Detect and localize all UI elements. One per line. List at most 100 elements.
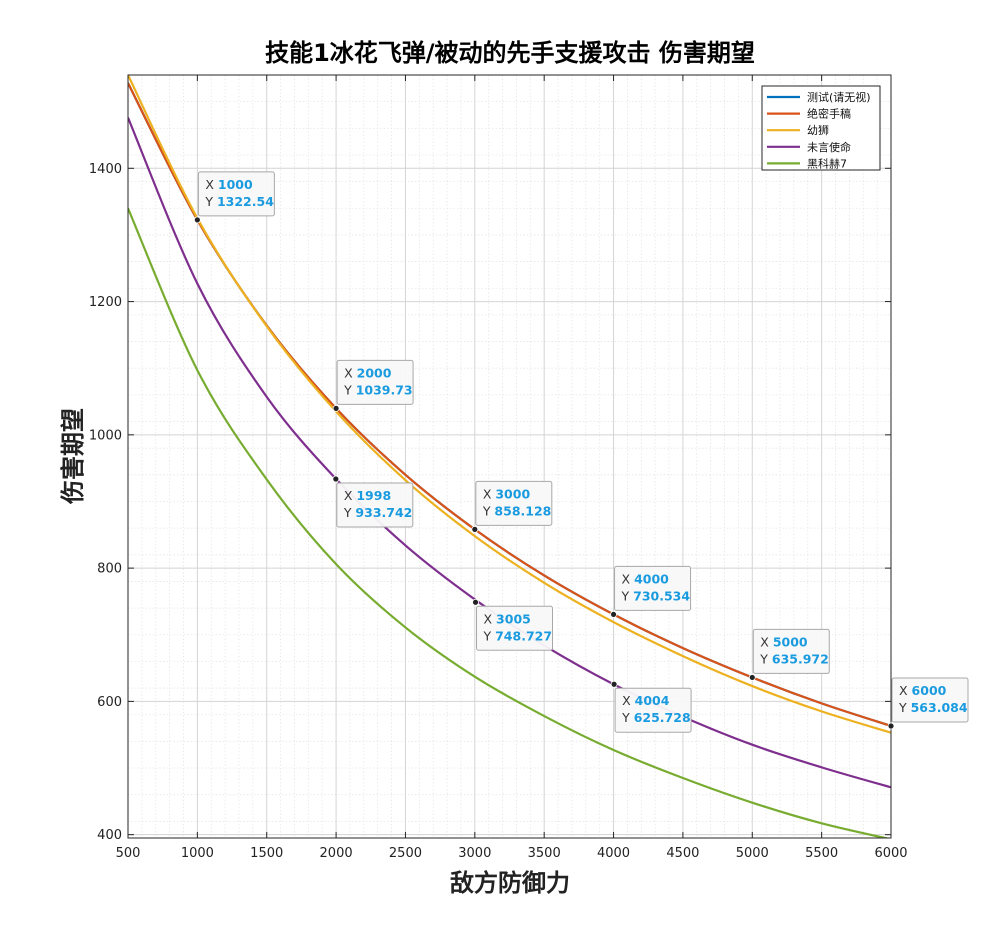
x-tick-label: 3000: [458, 846, 491, 861]
datatip-x-row: X 3000: [483, 486, 531, 501]
legend-label-4: 黑科赫7: [807, 156, 847, 170]
datatip-y-key: Y: [482, 503, 495, 518]
datatip-marker: [610, 611, 617, 618]
x-tick-label: 1000: [181, 846, 214, 861]
legend-label-2: 幼狮: [807, 124, 829, 137]
x-tick-label: 2500: [389, 846, 422, 861]
datatip-y-key: Y: [621, 710, 634, 725]
datatip-y-value: 858.128: [494, 503, 551, 518]
x-tick-label: 3500: [528, 846, 561, 861]
datatip-y-value: 933.742: [355, 505, 412, 520]
datatip-y-key: Y: [483, 628, 496, 643]
datatip-y-key: Y: [204, 194, 217, 209]
datatip-x-value: 1000: [218, 177, 253, 192]
datatip-y-key: Y: [898, 700, 911, 715]
datatip-x-row: X 1000: [205, 177, 253, 192]
x-tick-label: 5500: [805, 846, 838, 861]
datatip-y-key: Y: [343, 382, 356, 397]
datatip-box: [475, 480, 553, 526]
datatip: X 2000 Y 1039.73: [332, 359, 414, 412]
datatip-x-key: X: [483, 486, 496, 501]
y-tick-label: 800: [97, 562, 122, 577]
datatip-marker: [332, 404, 340, 412]
datatip-x-row: X 3005: [484, 611, 531, 626]
chart-title: 技能1冰花飞弹/被动的先手支援攻击 伤害期望: [265, 39, 755, 67]
datatip-box: [891, 677, 969, 723]
x-tick-label: 4000: [597, 846, 630, 861]
datatip: X 3005 Y 748.727: [472, 598, 554, 651]
datatip-y-row: Y 1322.54: [204, 194, 274, 209]
series-line-2: [128, 75, 891, 734]
datatip-y-row: Y 858.128: [482, 503, 552, 518]
datatip-x-row: X 4000: [622, 571, 670, 586]
datatip-box: [752, 628, 830, 674]
minor-grid: [128, 75, 891, 838]
axis-ticks: [127, 75, 892, 838]
datatip-x-key: X: [760, 634, 773, 649]
datatip-x-key: X: [899, 683, 912, 698]
series-line-4: [128, 207, 891, 838]
datatip-x-key: X: [484, 611, 497, 626]
x-tick-label: 2000: [320, 846, 353, 861]
legend-label-3: 未言使命: [807, 140, 851, 154]
datatip-x-key: X: [205, 177, 218, 192]
datatip-y-value: 625.728: [634, 710, 691, 725]
datatip-marker: [471, 525, 479, 533]
datatip-y-value: 635.972: [772, 651, 829, 666]
datatip-marker: [610, 680, 618, 688]
datatip-marker: [748, 674, 756, 681]
x-tick-label: 500: [116, 846, 141, 861]
x-tick-label: 1500: [250, 846, 283, 861]
datatip-x-value: 3000: [495, 486, 530, 501]
datatip-y-value: 748.727: [495, 628, 552, 643]
datatip-y-row: Y 730.534: [621, 588, 691, 603]
datatip-x-value: 6000: [912, 683, 947, 698]
legend-box: [761, 85, 881, 171]
datatip-y-value: 1322.54: [217, 194, 274, 209]
datatip-marker: [332, 475, 340, 483]
datatip-y-row: Y 635.972: [759, 651, 829, 666]
datatip-box: [336, 359, 414, 405]
datatip: X 4000 Y 730.534: [610, 565, 692, 618]
datatip-y-value: 1039.73: [356, 382, 413, 397]
datatip-x-key: X: [344, 488, 357, 503]
x-tick-label: 5000: [736, 846, 769, 861]
datatip-marker: [472, 598, 479, 606]
datatip-x-row: X 1998: [344, 488, 391, 503]
datatip-y-row: Y 748.727: [483, 628, 553, 643]
datatip-y-key: Y: [343, 505, 356, 520]
datatip-y-value: 730.534: [633, 588, 690, 603]
datatip-x-value: 1998: [356, 488, 391, 503]
plot-frame: [127, 74, 892, 839]
y-axis-label: 伤害期望: [59, 408, 87, 505]
datatip-x-value: 5000: [773, 634, 808, 649]
x-tick-label: 6000: [874, 846, 907, 861]
datatip-box: [614, 687, 692, 733]
datatip-box: [476, 605, 554, 651]
x-axis-label: 敌方防御力: [450, 869, 570, 897]
datatip-y-row: Y 1039.73: [343, 382, 413, 397]
datatip-x-value: 4000: [634, 571, 669, 586]
datatip-x-row: X 5000: [760, 634, 808, 649]
datatip-marker: [887, 722, 895, 730]
datatip-box: [336, 482, 414, 528]
datatip-marker: [193, 216, 201, 224]
datatip-x-row: X 2000: [344, 365, 392, 380]
datatip-y-key: Y: [759, 651, 772, 666]
datatip-x-value: 2000: [357, 365, 392, 380]
y-tick-label: 1200: [89, 295, 122, 310]
datatip-x-key: X: [622, 693, 635, 708]
datatip-box: [614, 565, 692, 611]
y-tick-labels: 400 600 800 1000 1200 1400: [89, 162, 122, 843]
datatip-y-row: Y 933.742: [343, 505, 413, 520]
y-tick-label: 1000: [89, 428, 122, 443]
x-tick-label: 4500: [666, 846, 699, 861]
